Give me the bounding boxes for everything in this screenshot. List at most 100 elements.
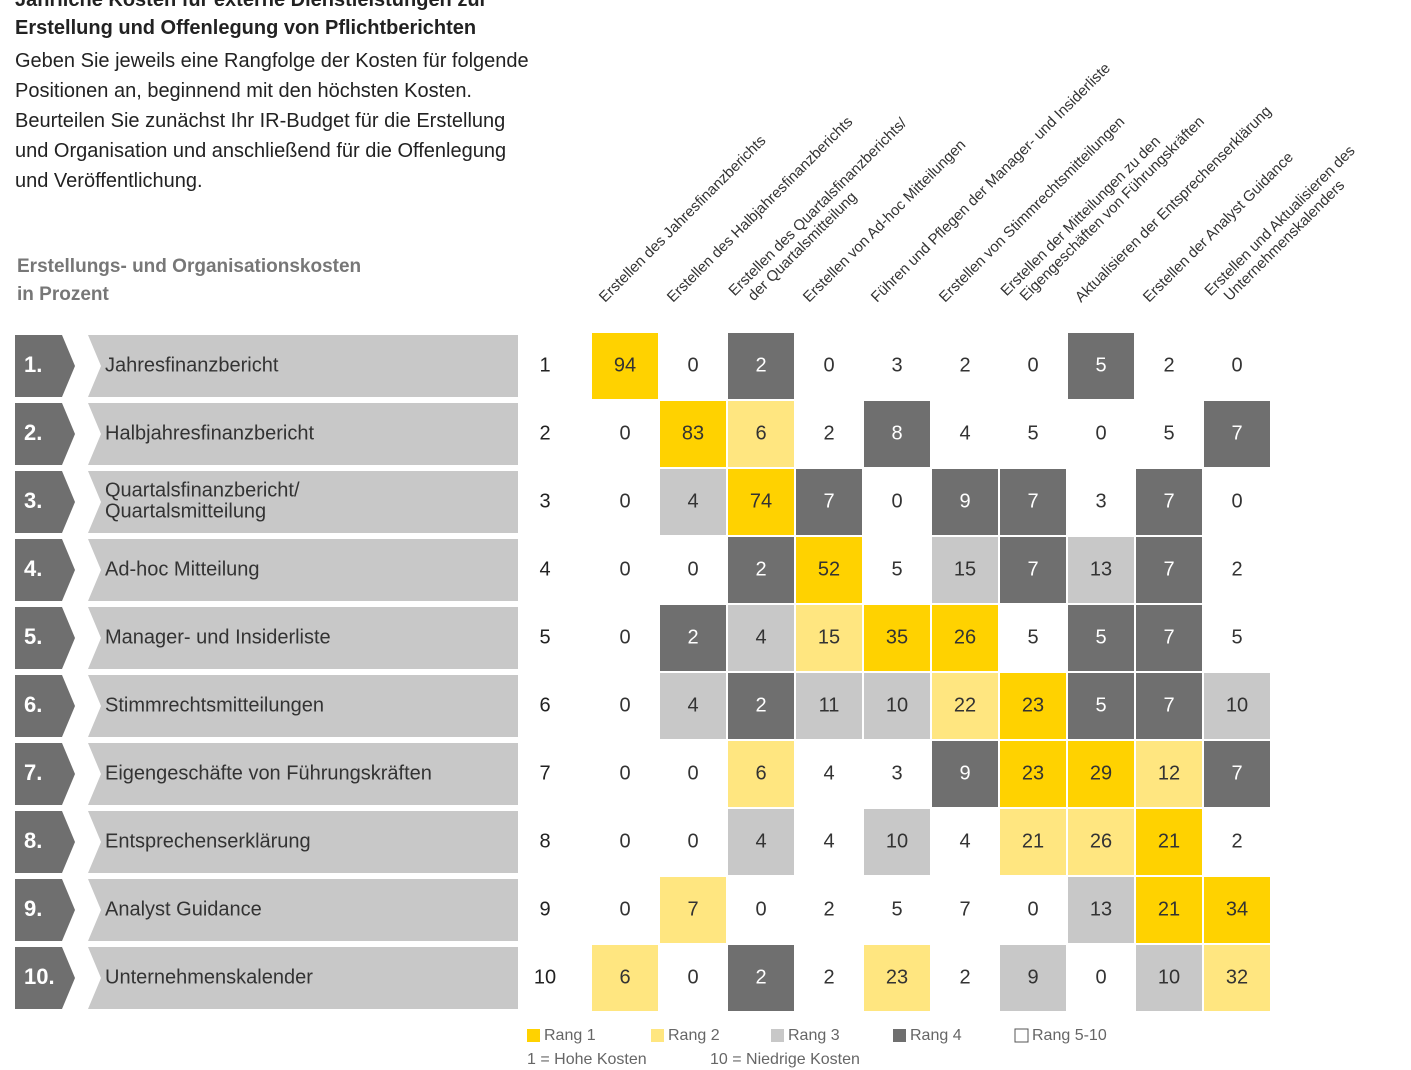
cell-value: 5 — [1231, 626, 1242, 648]
heat-cell — [1204, 877, 1270, 943]
cell-value: 21 — [1158, 830, 1180, 852]
cell-value: 4 — [823, 830, 834, 852]
cell-value: 7 — [823, 490, 834, 512]
row-number: 2. — [24, 420, 42, 445]
heat-cell — [864, 605, 930, 671]
intro: und Veröffentlichung. — [15, 170, 203, 192]
intro: und Organisation und anschließend für di… — [15, 140, 506, 162]
rank-badge — [15, 471, 75, 533]
cell-value: 2 — [1231, 558, 1242, 580]
row-bar — [88, 403, 518, 465]
legend-label: Rang 5-10 — [1032, 1027, 1107, 1044]
cell-value: 7 — [1231, 762, 1242, 784]
cell-value: 4 — [755, 830, 766, 852]
heat-cell — [932, 673, 998, 739]
cell-value: 3 — [891, 354, 902, 376]
heat-cell — [1136, 469, 1202, 535]
heat-cell — [1204, 401, 1270, 467]
cell-value: 11 — [819, 694, 840, 716]
cell-value: 9 — [959, 762, 970, 784]
legend-swatch — [651, 1029, 664, 1042]
legend-label: Rang 3 — [788, 1027, 840, 1044]
cell-value: 7 — [1163, 558, 1174, 580]
legend-swatch — [527, 1029, 540, 1042]
heat-cell — [932, 741, 998, 807]
cell-value: 23 — [886, 966, 908, 988]
heat-cell — [932, 605, 998, 671]
row-label: Eigengeschäfte von Führungskräften — [105, 762, 432, 784]
rank-label: 7 — [539, 762, 550, 784]
cell-value: 2 — [823, 422, 834, 444]
heat-cell — [660, 877, 726, 943]
heat-cell — [1136, 809, 1202, 875]
subtitle: Erstellungs- und Organisationskosten — [17, 256, 361, 277]
cell-value: 3 — [891, 762, 902, 784]
heat-cell — [796, 469, 862, 535]
rank-badge — [15, 607, 75, 669]
heat-cell — [728, 809, 794, 875]
heat-cell — [1068, 537, 1134, 603]
rank-label: 2 — [539, 422, 550, 444]
heat-cell — [1136, 877, 1202, 943]
cell-value: 15 — [818, 626, 840, 648]
cell-value: 10 — [886, 694, 908, 716]
rank-label: 9 — [539, 898, 550, 920]
heat-cell — [728, 401, 794, 467]
cell-value: 4 — [959, 422, 970, 444]
heat-cell — [864, 945, 930, 1011]
cell-value: 0 — [687, 558, 698, 580]
heat-cell — [932, 537, 998, 603]
cell-value: 2 — [755, 966, 766, 988]
rank-badge — [15, 335, 75, 397]
heat-cell — [1136, 673, 1202, 739]
cell-value: 7 — [959, 898, 970, 920]
rank-badge — [15, 403, 75, 465]
heat-cell — [796, 673, 862, 739]
cell-value: 22 — [954, 694, 976, 716]
cell-value: 7 — [1163, 626, 1174, 648]
rank-label: 10 — [534, 966, 556, 988]
cell-value: 2 — [755, 694, 766, 716]
cell-value: 0 — [619, 830, 630, 852]
cell-value: 26 — [1090, 830, 1112, 852]
legend-label: Rang 2 — [668, 1027, 720, 1044]
heat-cell — [1000, 673, 1066, 739]
cell-value: 0 — [619, 422, 630, 444]
cell-value: 94 — [614, 354, 636, 376]
heat-cell — [728, 605, 794, 671]
heat-cell — [1136, 945, 1202, 1011]
legend-label: Rang 1 — [544, 1027, 596, 1044]
heat-cell — [728, 469, 794, 535]
row-label: Quartalsfinanzbericht/ — [105, 479, 300, 501]
cell-value: 4 — [959, 830, 970, 852]
cell-value: 2 — [823, 898, 834, 920]
rank-label: 4 — [539, 558, 550, 580]
cell-value: 0 — [1095, 422, 1106, 444]
row-number: 1. — [24, 352, 42, 377]
cell-value: 7 — [1027, 558, 1038, 580]
row-bar — [88, 471, 518, 533]
cell-value: 0 — [619, 490, 630, 512]
note: 1 = Hohe Kosten — [527, 1051, 647, 1068]
cell-value: 4 — [687, 694, 698, 716]
row-number: 4. — [24, 556, 42, 581]
cell-value: 10 — [1158, 966, 1180, 988]
row-number: 7. — [24, 760, 42, 785]
cell-value: 0 — [1231, 354, 1242, 376]
heat-cell — [728, 673, 794, 739]
heat-cell — [660, 469, 726, 535]
row-label: Jahresfinanzbericht — [105, 354, 279, 376]
heat-cell — [864, 401, 930, 467]
cell-value: 7 — [1163, 694, 1174, 716]
cell-value: 5 — [1095, 354, 1106, 376]
heat-cell — [1000, 809, 1066, 875]
heat-cell — [1068, 333, 1134, 399]
cell-value: 83 — [682, 422, 704, 444]
intro: Positionen an, beginnend mit den höchste… — [15, 80, 472, 102]
row-label: Entsprechenserklärung — [105, 830, 311, 852]
heat-cell — [660, 401, 726, 467]
row-bar — [88, 335, 518, 397]
row-label: Stimmrechtsmitteilungen — [105, 694, 324, 716]
cell-value: 0 — [687, 830, 698, 852]
heat-cell — [1136, 537, 1202, 603]
